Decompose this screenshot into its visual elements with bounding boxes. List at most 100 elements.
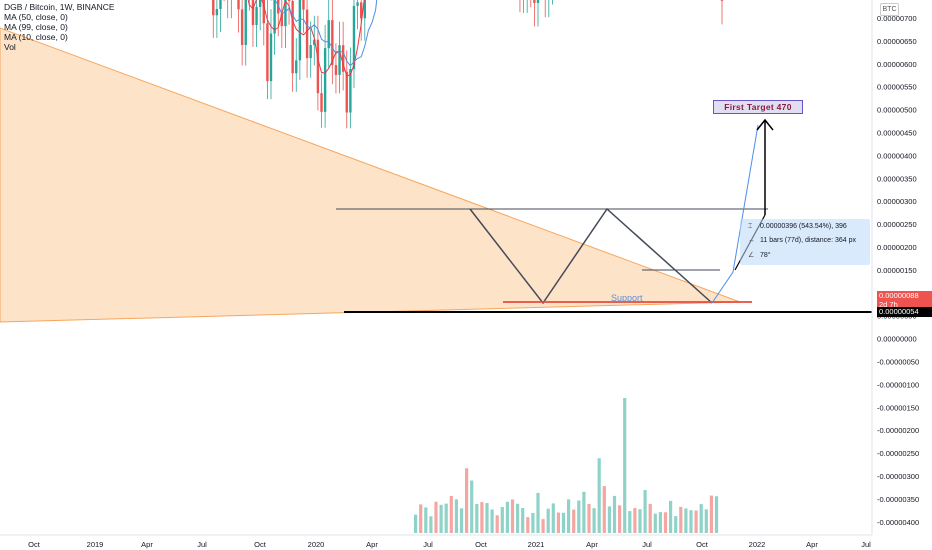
symbol-title[interactable]: DGB / Bitcoin, 1W, BINANCE [4,2,115,12]
falling-wedge [0,27,741,323]
volume-bar [607,506,611,533]
price-range-icon: ⌶ [748,223,753,230]
date-range-icon: ↔ [748,237,755,244]
volume-bar [500,507,504,533]
volume-bar [572,509,576,533]
volume-bar [567,499,571,533]
volume-bar [602,486,606,533]
time-tick-label: Jul [197,540,207,549]
volume-bar [669,500,673,533]
candle-body [240,9,244,45]
price-tick-label: 0.00000400 [877,151,917,160]
measure-info-box[interactable]: ⌶ 0.00000396 (543.54%), 396 ↔ 11 bars (77d… [740,219,870,265]
ma99-legend[interactable]: MA (99, close, 0) [4,22,68,32]
price-tick-label: -0.00000400 [877,518,919,527]
volume-bar [587,504,591,533]
volume-bar [454,499,458,533]
measure-bars-row: ↔ 11 bars (77d), distance: 364 px [748,237,856,244]
price-tick-label: 0.00000300 [877,197,917,206]
moving-averages [247,0,378,77]
candle-body [352,5,356,70]
volume-bar [459,508,464,533]
candle-body [302,0,305,10]
volume-bar [561,512,566,533]
time-axis[interactable]: Oct 2019 Apr Jul Oct 2020 Apr Jul Oct 2021 Apr Jul O… [28,540,871,549]
candle-body [298,0,302,61]
candle-body [284,0,287,27]
target-label[interactable]: First Target 470 [713,100,803,114]
candle-body [258,0,262,8]
price-tick-label: 0.00000250 [877,220,917,229]
volume-bar [628,511,632,533]
volume-bar [577,500,581,533]
candle-body [533,0,536,3]
time-tick-label: Oct [696,540,709,549]
ma10-line [247,0,365,77]
candle-body [720,0,724,1]
candle-body [277,0,280,14]
volume-bar [551,503,555,533]
volume-bar [429,516,433,533]
volume-bar [475,503,479,533]
volume-bar [648,503,652,533]
candle-body [356,2,359,6]
volume-bar [505,501,509,533]
measure-angle-row: ∠ 78° [748,251,771,259]
volume-bar [618,505,622,533]
candle-body [349,69,352,113]
candle-body [345,71,348,113]
time-tick-label: Apr [366,540,378,549]
candle-body [295,60,298,74]
angle-icon: ∠ [748,252,755,259]
candle-body [262,0,265,24]
candle-body [251,0,255,26]
volume-bar [612,495,617,533]
time-tick-label: 2019 [87,540,104,549]
measure-price-row: ⌶ 0.00000396 (543.54%), 396 [748,223,847,231]
ma50-legend[interactable]: MA (50, close, 0) [4,12,68,22]
candle-body [363,0,367,19]
volume-bar [419,504,423,533]
time-tick-label: Jul [642,540,652,549]
time-tick-label: Jul [423,540,433,549]
support-label: Support [611,293,643,303]
volume-bar [633,508,637,533]
measure-angle: 78° [760,252,771,259]
candle-body [287,0,291,2]
vol-legend[interactable]: Vol [4,42,16,52]
measure-price: 0.00000396 (543.54%), 396 [760,223,847,230]
volume-bar [495,515,499,533]
price-tick-label: 0.00000000 [877,335,917,344]
volume-bar [653,513,657,533]
candle-body [309,45,312,59]
volume-bar [663,512,668,533]
time-tick-label: 2020 [308,540,325,549]
price-axis[interactable]: 0.00000700 0.00000650 0.00000600 0.00000550… [877,14,919,527]
price-tick-label: 0.00000700 [877,14,917,23]
volume-bar [536,492,540,533]
candle-body [215,8,219,16]
volume-bar [541,519,545,533]
volume-bar [556,512,560,533]
drawings [336,118,932,313]
volume-bar [704,509,708,533]
volume-bar [699,504,703,533]
volume-bar [449,495,453,533]
candle-body [280,13,284,27]
candle-body [334,65,338,75]
candle-body [266,23,269,82]
price-tick-label: 0.00000350 [877,174,917,183]
price-tick-label: 0.00000500 [877,106,917,115]
support-price-tag: 0.00000054 [877,307,932,317]
price-tick-label: -0.00000100 [877,380,919,389]
candle-body [305,9,309,59]
ma10-legend[interactable]: MA (10, close, 0) [4,32,68,42]
volume-bar [516,503,520,533]
volume-bar [674,516,678,533]
currency-badge[interactable]: BTC [880,3,899,16]
candle-body [536,0,540,3]
volume-series [414,398,719,533]
time-tick-label: 2021 [528,540,545,549]
volume-bar [490,509,494,533]
